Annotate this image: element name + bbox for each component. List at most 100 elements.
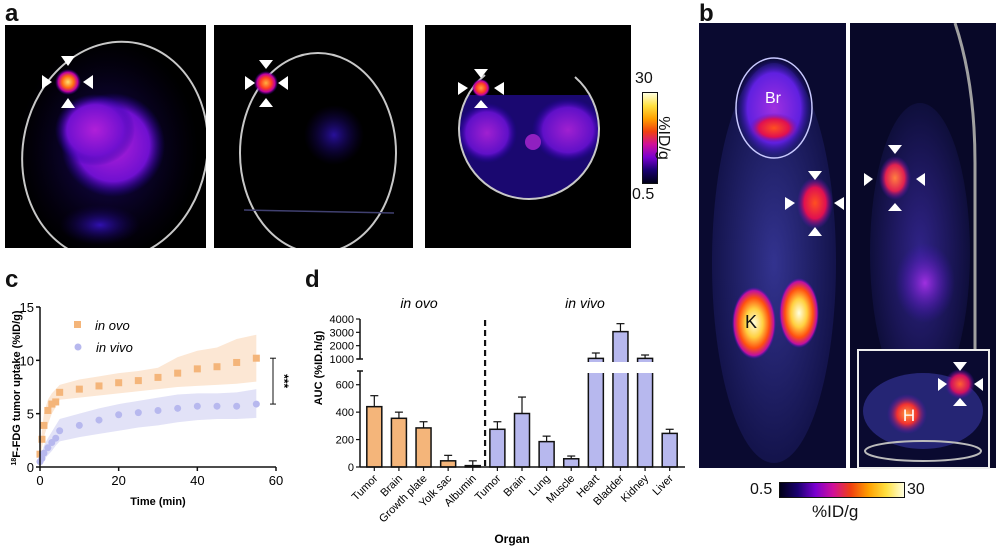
point-in-ovo [193, 365, 201, 373]
x-tick-label: Liver [650, 472, 676, 498]
point-in-vivo [134, 409, 142, 417]
bar-kidney [636, 354, 654, 468]
x-tick-label: Kidney [619, 472, 652, 505]
point-in-ovo [75, 385, 83, 393]
point-in-vivo [213, 402, 221, 410]
bar-tumor [489, 421, 506, 468]
y-tick-label: 400 [336, 407, 354, 419]
band-in-ovo [40, 334, 257, 461]
egg-pet-image-1-graphic [18, 40, 206, 248]
colorbar-b-max-label: 30 [907, 481, 925, 498]
bar-bladder [611, 323, 629, 468]
y-tick-label: 5 [27, 407, 34, 422]
colorbar-b-unit-label: %ID/g [812, 502, 859, 521]
point-in-vivo [115, 411, 123, 419]
y-tick-label: 4000 [330, 314, 354, 326]
point-in-ovo [174, 369, 182, 377]
legend: in ovo in vivo [74, 318, 133, 355]
point-in-ovo [56, 388, 64, 396]
point-in-ovo [52, 398, 60, 406]
colorbar-a [642, 92, 658, 184]
bar-muscle [562, 455, 580, 468]
point-in-ovo [115, 379, 123, 387]
x-tick-label: 40 [190, 473, 204, 488]
bar-brain [390, 411, 408, 468]
bar-albumin [464, 460, 482, 468]
y-tick-label: 3000 [330, 327, 354, 339]
y-tick-label: 600 [336, 380, 354, 392]
point-in-vivo [44, 444, 52, 452]
x-tick-label: Tumor [350, 472, 381, 503]
y-tick-label: 0 [348, 462, 354, 474]
x-axis-label: Organ [494, 532, 529, 546]
x-tick-label: Tumor [473, 472, 504, 503]
egg-pet-image-2-graphic [239, 52, 397, 248]
brain-label: Br [765, 90, 782, 107]
point-in-vivo [193, 402, 201, 410]
point-in-vivo [95, 416, 103, 424]
y-axis-label: AUC (%ID.h/g) [313, 330, 325, 405]
y-axis-label-main: F-FDG tumor uptake (%ID/g) [11, 310, 23, 458]
confidence-bands [40, 334, 257, 465]
x-axis-label: Time (min) [130, 496, 186, 508]
point-in-vivo [75, 421, 83, 429]
significance-bracket: *** [270, 357, 291, 405]
point-in-ovo [40, 421, 48, 429]
bar-lung [538, 435, 555, 468]
mouse-coronal-pet-graphic: Br K [699, 23, 846, 468]
point-in-vivo [40, 449, 48, 457]
legend-marker-in-ovo [74, 321, 81, 328]
bars [366, 323, 678, 468]
point-in-ovo [95, 382, 103, 390]
x-tick-label: 60 [269, 473, 283, 488]
x-tick-label: 20 [111, 473, 125, 488]
point-in-vivo [56, 427, 64, 435]
point-in-vivo [252, 400, 260, 408]
y-tick-label: 1000 [330, 354, 354, 366]
bar-heart [587, 352, 605, 468]
point-in-ovo [38, 435, 46, 443]
legend-marker-in-vivo [74, 343, 82, 351]
heart-label: H [903, 406, 915, 425]
bar-rect-upper [587, 357, 605, 362]
colorbar-b-min-label: 0.5 [750, 481, 773, 498]
point-in-ovo [48, 400, 56, 408]
egg-pet-image-1 [5, 25, 206, 248]
bar-rect [538, 440, 555, 468]
group-label-in-ovo: in ovo [400, 295, 438, 311]
point-in-ovo [233, 358, 241, 366]
bar-rect-lower [587, 370, 605, 468]
colorbar-b [779, 482, 905, 498]
bar-growth-plate [415, 421, 432, 468]
mouse-transverse-inset: H [857, 349, 990, 469]
x-tick-label: 0 [36, 473, 43, 488]
panel-d-label: d [305, 266, 320, 293]
bar-rect [661, 432, 678, 468]
bar-liver [661, 428, 678, 468]
bar-rect-upper [636, 357, 654, 362]
egg-pet-image-3-graphic [458, 69, 601, 200]
data-points [36, 354, 260, 466]
bar-rect [489, 428, 506, 468]
point-in-vivo [154, 406, 162, 414]
point-in-ovo [44, 406, 52, 414]
axes: 0 20 40 60 0 5 10 15 [20, 300, 284, 488]
mouse-coronal-pet-image: Br K [699, 23, 846, 468]
bar-yolk-sac [439, 454, 457, 468]
colorbar-a-min-label: 0.5 [632, 186, 655, 203]
legend-label-in-ovo: in ovo [95, 318, 130, 333]
bar-rect [390, 417, 408, 468]
y-tick-label: 10 [20, 353, 34, 368]
y-axis-label-superscript: 18 [11, 458, 18, 466]
y-tick-label: 200 [336, 435, 354, 447]
kidney-label: K [745, 312, 757, 332]
colorbar-a-max-label: 30 [635, 70, 653, 87]
bar-rect-lower [636, 370, 654, 468]
bar-rect [439, 460, 457, 468]
y-tick-label: 0 [27, 460, 34, 475]
bar-brain [513, 396, 531, 468]
y-tick-label: 15 [20, 300, 34, 315]
